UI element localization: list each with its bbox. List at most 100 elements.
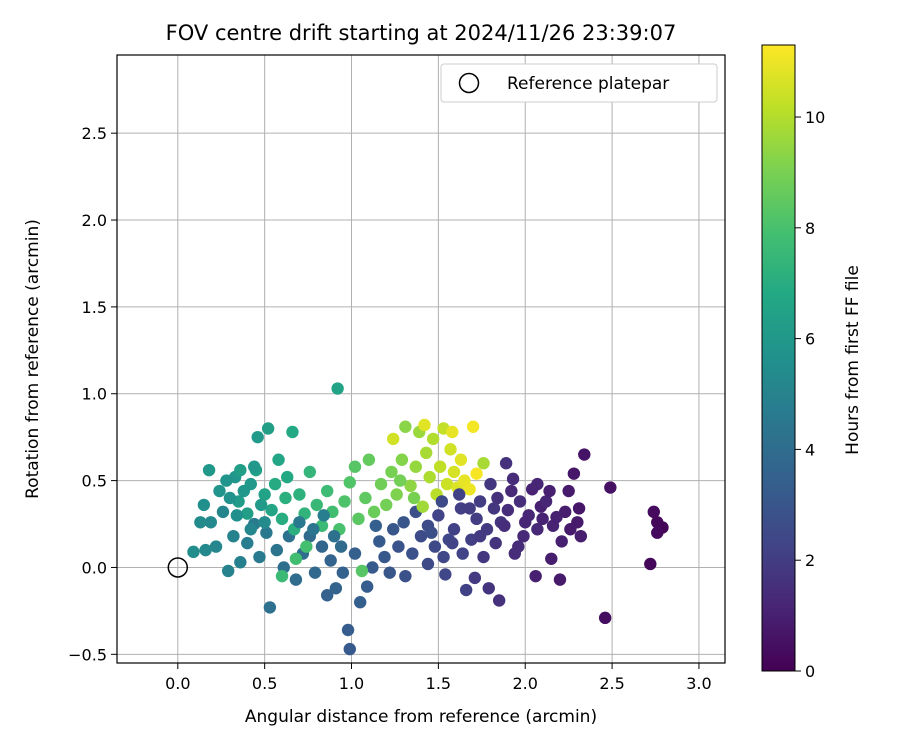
legend: Reference platepar <box>440 63 718 103</box>
colorbar-tick-label: 6 <box>805 330 815 349</box>
y-axis-label: Rotation from reference (arcmin) <box>23 219 43 499</box>
data-point <box>578 448 591 461</box>
data-point <box>651 526 664 539</box>
data-point <box>564 523 577 536</box>
colorbar-tick-label: 2 <box>805 551 815 570</box>
colorbar: 0 2 4 6 8 10 Hours from first FF file <box>761 44 863 681</box>
data-point <box>254 498 268 512</box>
data-point <box>562 484 575 498</box>
data-point <box>531 477 544 491</box>
data-point <box>307 523 320 536</box>
data-point <box>286 425 299 439</box>
data-point <box>453 488 466 501</box>
data-point <box>651 516 664 529</box>
data-point <box>227 529 240 543</box>
data-point <box>293 516 306 529</box>
x-tick-label: 2.5 <box>599 674 624 693</box>
colorbar-tick-label: 10 <box>805 108 825 127</box>
data-point <box>437 550 450 564</box>
data-point <box>498 519 511 532</box>
data-point <box>567 467 581 480</box>
data-point <box>199 543 212 557</box>
colorbar-tick-label: 4 <box>805 440 815 459</box>
data-point <box>399 420 412 433</box>
data-point <box>404 479 417 493</box>
data-point <box>459 583 473 597</box>
data-point <box>289 573 303 586</box>
data-point <box>373 535 386 548</box>
y-tick-label: 0.5 <box>82 472 107 491</box>
data-point <box>197 498 211 512</box>
data-point <box>428 540 442 553</box>
data-point <box>447 523 461 536</box>
y-tick-label: 2.0 <box>82 211 107 230</box>
data-point <box>407 491 421 505</box>
y-tick-label: 1.0 <box>82 385 107 404</box>
x-tick-label: 1.5 <box>426 674 451 693</box>
y-tick-label: 0.0 <box>82 558 107 577</box>
colorbar-gradient <box>761 44 796 672</box>
legend-entry-reference-platepar: Reference platepar <box>507 74 669 94</box>
data-point <box>248 460 261 473</box>
plot-frame <box>116 54 726 664</box>
x-axis-label: Angular distance from reference (arcmin) <box>245 707 597 727</box>
data-point <box>484 477 497 491</box>
data-point <box>399 569 412 583</box>
data-point <box>505 484 518 498</box>
data-point <box>320 589 334 602</box>
data-point <box>204 516 218 529</box>
data-point <box>414 529 428 543</box>
data-point <box>477 550 490 564</box>
data-point <box>209 540 223 553</box>
data-point <box>454 502 468 515</box>
data-point <box>378 550 391 564</box>
data-point <box>281 470 294 484</box>
data-point <box>555 535 568 548</box>
data-point <box>213 484 226 498</box>
y-tick-label: −0.5 <box>68 645 107 664</box>
data-point <box>352 512 365 526</box>
data-point <box>354 596 367 609</box>
data-point <box>463 502 476 515</box>
data-point <box>492 594 506 607</box>
data-point <box>310 498 323 512</box>
data-point <box>367 505 381 519</box>
data-point <box>454 453 468 466</box>
data-point <box>470 467 483 480</box>
data-point <box>387 432 400 446</box>
data-point <box>418 418 431 432</box>
data-point <box>258 516 271 529</box>
data-point <box>508 547 522 560</box>
data-point <box>543 484 556 498</box>
data-point <box>272 453 285 466</box>
y-axis-ticks: −0.5 0.0 0.5 1.0 1.5 2.0 2.5 <box>68 124 117 664</box>
data-point <box>489 536 502 550</box>
data-point <box>468 571 482 585</box>
x-tick-label: 2.0 <box>513 674 538 693</box>
data-point <box>263 601 277 614</box>
colorbar-tick-label: 0 <box>805 662 815 681</box>
data-point <box>320 484 334 498</box>
data-point <box>425 526 438 539</box>
data-point <box>529 569 542 583</box>
data-point <box>369 519 383 532</box>
data-point <box>598 611 612 625</box>
data-point <box>519 516 532 529</box>
data-point <box>409 460 422 473</box>
data-point <box>550 510 563 524</box>
data-point <box>604 481 617 494</box>
data-point <box>268 477 282 491</box>
colorbar-label: Hours from first FF file <box>843 265 863 455</box>
data-point <box>470 512 483 526</box>
data-point <box>341 623 355 637</box>
data-point <box>387 523 400 536</box>
data-point <box>513 495 527 508</box>
data-point <box>416 500 429 513</box>
data-point <box>380 498 393 512</box>
data-point <box>241 536 254 550</box>
data-point <box>251 430 264 444</box>
data-point <box>261 422 275 435</box>
data-point <box>216 505 230 519</box>
grid-lines <box>117 55 725 663</box>
